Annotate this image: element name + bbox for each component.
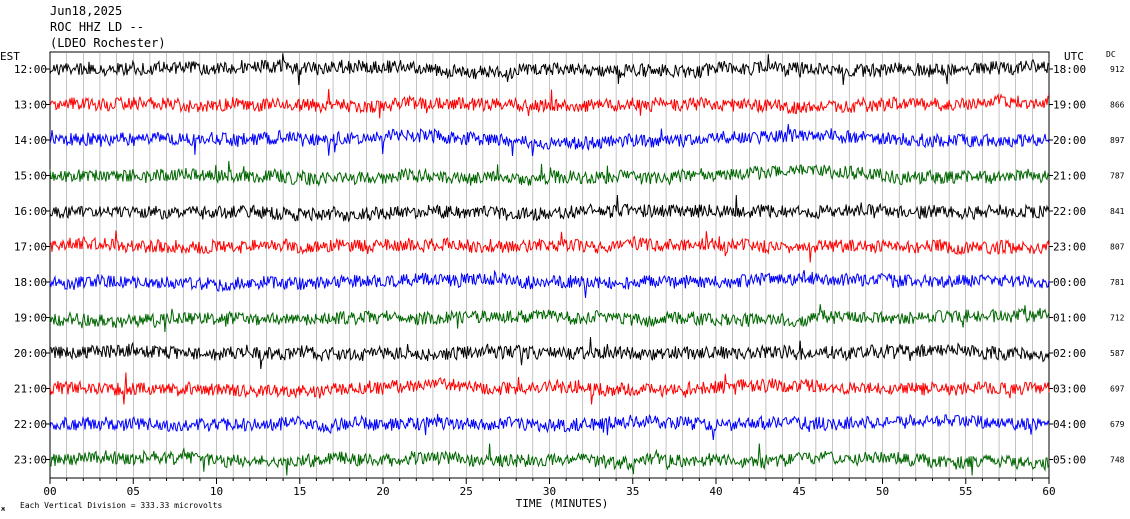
x-tick-label: 20 bbox=[376, 485, 389, 498]
trace-row-9 bbox=[49, 336, 1050, 370]
header-location: (LDEO Rochester) bbox=[50, 36, 166, 50]
x-tick-label: 15 bbox=[293, 485, 306, 498]
dc-offset-value: 807 bbox=[1110, 243, 1125, 252]
est-time-label: 14:00 bbox=[14, 134, 47, 147]
x-tick-label: 55 bbox=[959, 485, 972, 498]
x-tick-label: 35 bbox=[626, 485, 639, 498]
est-time-label: 19:00 bbox=[14, 312, 47, 325]
utc-time-label: 20:00 bbox=[1053, 134, 1086, 147]
x-tick-label: 00 bbox=[43, 485, 56, 498]
trace-row-6 bbox=[49, 230, 1050, 263]
minute-gridlines bbox=[66, 52, 1033, 478]
x-tick-label: 45 bbox=[793, 485, 806, 498]
est-time-label: 15:00 bbox=[14, 170, 47, 183]
utc-time-label: 00:00 bbox=[1053, 276, 1086, 289]
trace-row-7 bbox=[49, 269, 1050, 299]
dc-offset-value: 587 bbox=[1110, 349, 1125, 358]
x-tick-label: 60 bbox=[1042, 485, 1055, 498]
left-timezone-label: EST bbox=[0, 50, 20, 63]
est-time-label: 23:00 bbox=[14, 454, 47, 467]
dc-offset-value: 787 bbox=[1110, 172, 1125, 181]
trace-row-1 bbox=[49, 53, 1050, 86]
footer-scale-note: Each Vertical Division = 333.33 microvol… bbox=[20, 501, 222, 510]
x-tick-label: 25 bbox=[460, 485, 473, 498]
est-time-label: 13:00 bbox=[14, 99, 47, 112]
row-labels: 12:00 18:00 912 13:00 19:00 866 14:00 20:00 897 1… bbox=[14, 63, 1125, 467]
trace-row-2 bbox=[49, 88, 1050, 119]
utc-time-label: 04:00 bbox=[1053, 418, 1086, 431]
utc-time-label: 19:00 bbox=[1053, 99, 1086, 112]
trace-row-8 bbox=[49, 304, 1050, 333]
trace-row-12 bbox=[49, 443, 1050, 476]
dc-offset-value: 781 bbox=[1110, 278, 1125, 287]
seismic-traces bbox=[49, 53, 1050, 476]
utc-time-label: 21:00 bbox=[1053, 170, 1086, 183]
x-tick-label: 40 bbox=[709, 485, 722, 498]
est-time-label: 16:00 bbox=[14, 205, 47, 218]
x-tick-label: 30 bbox=[543, 485, 556, 498]
est-time-label: 17:00 bbox=[14, 241, 47, 254]
utc-time-label: 22:00 bbox=[1053, 205, 1086, 218]
trace-row-10 bbox=[49, 372, 1050, 405]
dc-offset-value: 897 bbox=[1110, 136, 1125, 145]
trace-row-5 bbox=[49, 194, 1050, 223]
dc-column-label: DC bbox=[1106, 50, 1116, 59]
est-time-label: 12:00 bbox=[14, 63, 47, 76]
utc-time-label: 03:00 bbox=[1053, 383, 1086, 396]
x-tick-label: 10 bbox=[210, 485, 223, 498]
dc-offset-value: 679 bbox=[1110, 420, 1125, 429]
utc-time-label: 02:00 bbox=[1053, 347, 1086, 360]
trace-row-4 bbox=[49, 160, 1050, 187]
dc-offset-value: 748 bbox=[1110, 456, 1125, 465]
est-time-label: 18:00 bbox=[14, 276, 47, 289]
x-tick-label: 05 bbox=[127, 485, 140, 498]
utc-time-label: 23:00 bbox=[1053, 241, 1086, 254]
header-date: Jun18,2025 bbox=[50, 4, 122, 18]
x-tick-label: 50 bbox=[876, 485, 889, 498]
x-axis-title: TIME (MINUTES) bbox=[516, 497, 609, 510]
dc-offset-value: 912 bbox=[1110, 65, 1125, 74]
footer-mark: ж bbox=[1, 505, 6, 513]
est-time-label: 21:00 bbox=[14, 383, 47, 396]
est-time-label: 20:00 bbox=[14, 347, 47, 360]
utc-time-label: 05:00 bbox=[1053, 454, 1086, 467]
dc-offset-value: 866 bbox=[1110, 101, 1125, 110]
utc-time-label: 18:00 bbox=[1053, 63, 1086, 76]
utc-time-label: 01:00 bbox=[1053, 312, 1086, 325]
header-station: ROC HHZ LD -- bbox=[50, 20, 144, 34]
x-axis: 00 05 10 15 20 25 30 35 40 45 50 55 60 bbox=[43, 478, 1056, 498]
dc-offset-value: 841 bbox=[1110, 207, 1125, 216]
est-time-label: 22:00 bbox=[14, 418, 47, 431]
trace-row-11 bbox=[49, 413, 1050, 441]
right-timezone-label: UTC bbox=[1064, 50, 1084, 63]
dc-offset-value: 712 bbox=[1110, 314, 1125, 323]
trace-row-3 bbox=[49, 123, 1050, 157]
dc-offset-value: 697 bbox=[1110, 385, 1125, 394]
